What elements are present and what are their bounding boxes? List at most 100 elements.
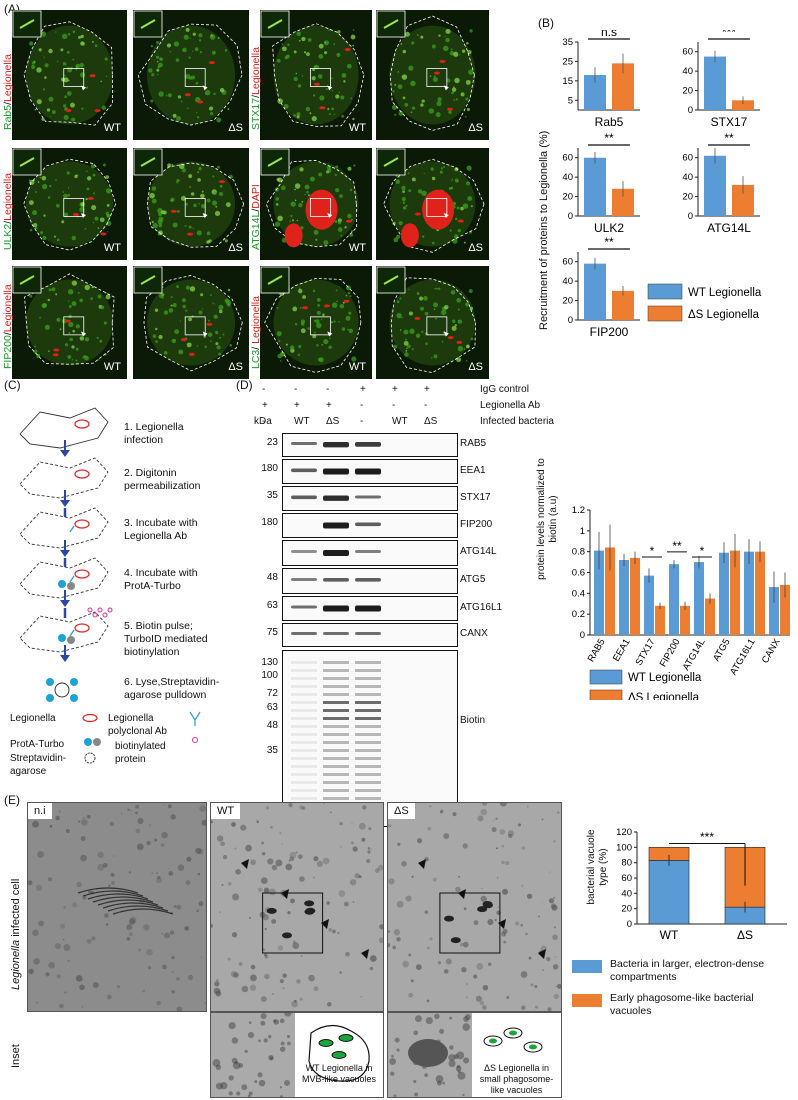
wt-tag: WT [348,122,366,134]
y-tick-label: 5 [568,95,573,106]
panel-b-charts: 5152535n.sRab50204060***STX170204060**UL… [562,30,761,339]
x-tick-label: EEA1 [611,637,633,664]
chart-title: ATG14L [707,221,751,235]
stain-label: FIP200/Legionella [2,284,14,369]
stain-label: LC3/ Legionella [250,296,262,369]
band [323,522,349,529]
sig-label: * [650,544,655,558]
stain-green: ULK2 [2,223,14,250]
y-tick-label: 20 [621,904,632,915]
biotin-lane-band [355,773,381,776]
bar-stx17 [655,605,665,635]
y-tick-label: 0.2 [572,609,585,620]
legend-swatch [647,283,683,300]
cond-inf: WT [392,416,408,427]
sig-label: n.s [601,30,617,39]
stack-segment-WT [648,860,690,925]
biotin-lane-band [355,797,381,800]
blot-canx [282,623,458,647]
em-image-1: WT [210,802,384,1012]
cond-inf: - [262,416,266,427]
y-tick-label: 0 [568,211,573,222]
blot-biotin [282,650,458,827]
stain-green: ATG14L [250,211,262,250]
legend-label: ΔS Legionella [688,309,760,321]
mini-chart-rab5: 5 15 25 35 n.s Rab5 [562,30,640,129]
stain-red: Legionella [2,54,14,102]
legend-swatch [589,669,623,685]
cond-igg: + [392,384,398,395]
bar-eea1 [630,557,640,635]
stain-green: FIP200 [2,335,14,369]
panel-e-ylabel: bacterial vacuole type (%) [586,829,609,905]
y-tick-label: 40 [682,66,693,77]
bar-ΔS [732,184,754,216]
bar-atg5 [719,552,729,635]
bar-WT [584,263,606,320]
bar-atg14l [705,598,715,635]
biotin-lane-band [291,701,317,704]
stain-red: Legionella [250,47,262,95]
cell-outline [19,611,109,653]
kda-marker: 75 [266,627,278,638]
row-igg-label: IgG control [480,384,529,395]
wt-tag: WT [348,242,366,254]
biotin-lane-band [291,661,317,664]
biotin-lane-band [323,709,349,712]
biotin-lane-band [355,765,381,768]
y-tick-label: 40 [562,276,573,287]
micrograph-tile: ΔS [376,148,489,260]
biotin-lane-band [323,797,349,800]
biotin-lane-band [323,757,349,760]
legend-swatch-blue [572,960,602,973]
biotin-lane-band [291,717,317,720]
biotin-lane-band [355,709,381,712]
y-tick-label: 20 [682,192,693,203]
wt-tag: WT [103,361,121,373]
blot-atg14l [282,540,458,566]
biotin-lane-band [323,765,349,768]
legionella-glyph [74,469,90,479]
stain-label: ATG14L/DAPI [250,184,262,250]
panel-e-label: (E) [4,793,20,807]
band [355,468,381,475]
band [323,550,349,556]
blot-stx17 [282,486,458,511]
y-tick-label: 35 [562,37,573,48]
ds-tag: ΔS [228,242,243,254]
y-tick-label: 25 [562,56,573,67]
legionella-glyph [74,519,90,529]
legend-biotinylated: biotinylated protein [115,741,166,765]
ds-tag: ΔS [468,122,483,134]
bar-fip200 [680,605,690,635]
panel-c-label: (C) [4,378,21,392]
kda-marker: 130 [261,657,278,668]
cond-igg: - [262,384,266,395]
biotin-lane-band [323,749,349,752]
kda-marker: 35 [266,745,278,756]
band [291,468,317,473]
inset-caption: ΔS Legionella in small phagosome-like va… [479,1063,554,1095]
y-tick-label: 60 [621,873,632,884]
em-image-2: ΔS [387,802,562,1012]
y-tick-label: 60 [682,47,693,58]
band [291,442,317,445]
em-inset-1: WT Legionella in MVB-like vacuoles [210,1012,384,1098]
kda-marker: 23 [266,437,278,448]
x-tick-label: CANX [760,636,783,665]
y-tick-label: 0 [580,630,585,641]
legend-streptavidin: Streptavidin-agarose [10,753,67,777]
em-col-label: ΔS [388,803,415,819]
sig-label: ** [604,131,614,145]
stain-sep: / [250,343,262,350]
y-tick-label: 20 [682,86,693,97]
biotin-lane-band [355,717,381,720]
step-2: 2. Digitonin permeabilization [124,467,201,492]
panel-e-rowlabel-2: Inset [10,1044,22,1068]
cell-outline [19,407,109,449]
em-inset-0 [27,1012,207,1098]
panel-d-ylabel: protein levels normalized to biotin (a.u… [536,458,559,580]
y-tick-label: 60 [562,153,573,164]
band [323,632,349,635]
micrograph-tile: WT [260,148,372,260]
